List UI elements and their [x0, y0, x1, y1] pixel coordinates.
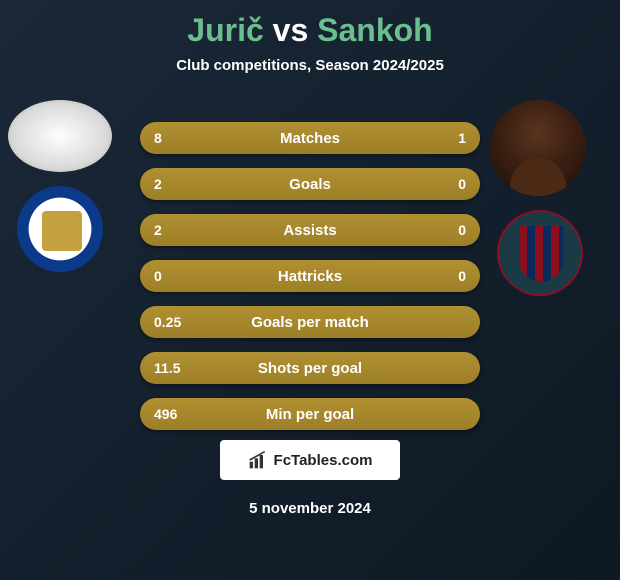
- stat-row-spg: 11.5 Shots per goal: [140, 352, 480, 384]
- player1-name: Jurič: [187, 12, 263, 48]
- stat-left-value: 8: [154, 130, 162, 146]
- chart-icon: [248, 450, 268, 470]
- stats-panel: 8 Matches 1 2 Goals 0 2 Assists 0 0 Hatt…: [140, 122, 480, 444]
- fctables-logo: FcTables.com: [220, 440, 400, 480]
- player2-name: Sankoh: [317, 12, 433, 48]
- stat-label: Hattricks: [140, 268, 480, 285]
- stat-label: Shots per goal: [140, 360, 480, 377]
- stat-left-value: 2: [154, 222, 162, 238]
- subtitle: Club competitions, Season 2024/2025: [0, 57, 620, 74]
- logo-text: FcTables.com: [274, 452, 373, 469]
- player1-avatar: [8, 100, 112, 172]
- stat-label: Goals: [140, 176, 480, 193]
- stat-left-value: 2: [154, 176, 162, 192]
- stat-row-assists: 2 Assists 0: [140, 214, 480, 246]
- stat-label: Matches: [140, 130, 480, 147]
- stat-right-value: 0: [458, 268, 466, 284]
- stat-left-value: 496: [154, 406, 177, 422]
- stat-label: Min per goal: [140, 406, 480, 423]
- player2-avatar: [490, 100, 586, 196]
- stat-left-value: 11.5: [154, 360, 180, 376]
- date-label: 5 november 2024: [0, 500, 620, 517]
- stat-row-goals: 2 Goals 0: [140, 168, 480, 200]
- stat-right-value: 0: [458, 222, 466, 238]
- player-left-column: [8, 100, 112, 272]
- stat-right-value: 1: [458, 130, 466, 146]
- stat-row-hattricks: 0 Hattricks 0: [140, 260, 480, 292]
- player2-club-badge: [497, 210, 583, 296]
- stat-left-value: 0.25: [154, 314, 181, 330]
- stat-label: Assists: [140, 222, 480, 239]
- player-right-column: [490, 100, 590, 296]
- vs-label: vs: [273, 12, 309, 48]
- player1-club-badge: [17, 186, 103, 272]
- stat-row-gpm: 0.25 Goals per match: [140, 306, 480, 338]
- stat-row-mpg: 496 Min per goal: [140, 398, 480, 430]
- comparison-title: Jurič vs Sankoh: [0, 0, 620, 49]
- stat-left-value: 0: [154, 268, 162, 284]
- stat-right-value: 0: [458, 176, 466, 192]
- stat-row-matches: 8 Matches 1: [140, 122, 480, 154]
- stat-label: Goals per match: [140, 314, 480, 331]
